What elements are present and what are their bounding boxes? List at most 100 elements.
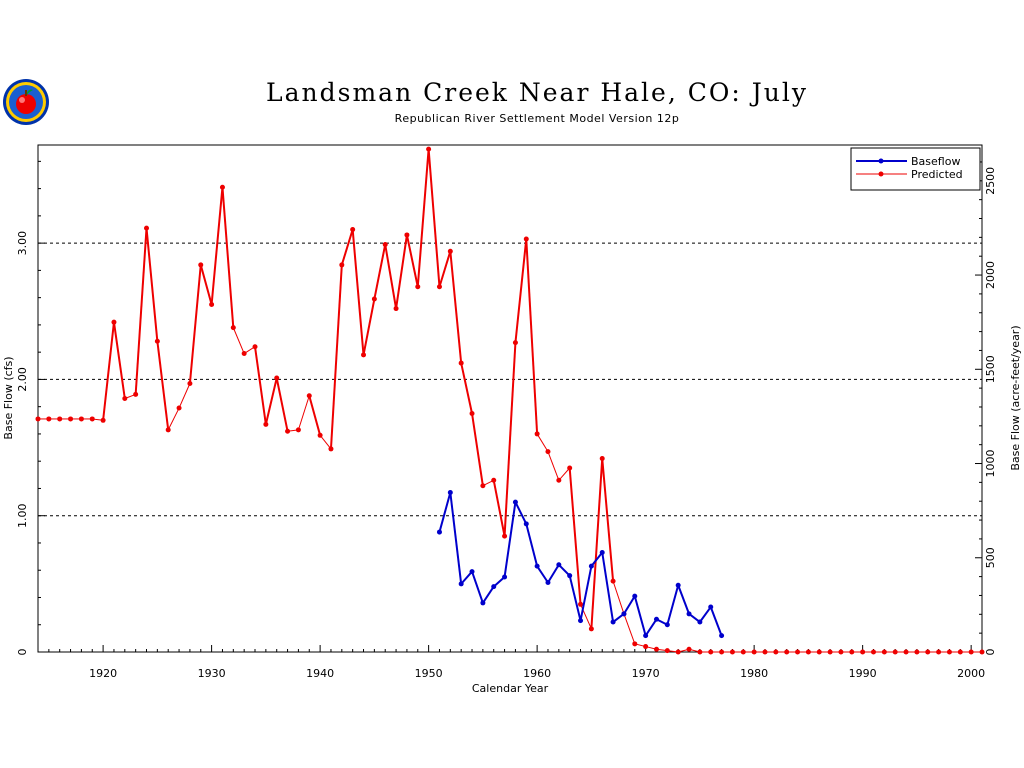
chart-subtitle: Republican River Settlement Model Versio… [394, 112, 680, 125]
legend-predicted-marker [878, 171, 884, 177]
data-point [805, 649, 811, 655]
series-segment [416, 149, 430, 287]
data-point [686, 611, 692, 617]
data-point [458, 360, 464, 366]
series-segment [590, 551, 604, 567]
series-segment [536, 433, 549, 452]
data-point [404, 232, 410, 238]
data-point [480, 483, 486, 489]
data-point [588, 626, 594, 632]
data-point [393, 306, 399, 312]
data-point [100, 417, 106, 423]
data-point [491, 584, 497, 590]
data-point [643, 633, 649, 639]
y-right-tick-label: 1000 [984, 450, 997, 478]
x-tick-label: 2000 [957, 667, 985, 680]
x-tick-label: 1960 [523, 667, 551, 680]
data-point [545, 579, 551, 585]
data-point [936, 649, 942, 655]
legend-predicted-label: Predicted [911, 168, 963, 181]
series-segment [644, 618, 658, 637]
series-segment [449, 251, 463, 364]
series-segment [232, 327, 245, 354]
data-point [784, 649, 790, 655]
y-axis-right-label: Base Flow (acre-feet/year) [1009, 325, 1022, 470]
data-point [512, 340, 518, 346]
series-segment [525, 238, 539, 434]
data-point [632, 641, 638, 647]
data-point [708, 604, 714, 610]
data-point [361, 352, 367, 358]
data-point [675, 649, 681, 655]
data-point [957, 649, 963, 655]
data-point [653, 646, 659, 652]
data-point [892, 649, 898, 655]
series-segment [482, 586, 495, 604]
series-segment [547, 451, 560, 481]
x-tick-label: 1920 [89, 667, 117, 680]
data-point [860, 649, 866, 655]
data-point [78, 416, 84, 422]
series-segment [188, 264, 202, 384]
series-segment [384, 244, 398, 309]
data-point [729, 649, 735, 655]
series-segment [503, 342, 517, 537]
data-point [252, 344, 258, 350]
series-segment [623, 613, 636, 644]
series-segment [677, 584, 690, 615]
data-point [89, 416, 95, 422]
x-axis-label: Calendar Year [472, 682, 549, 695]
data-point [111, 319, 117, 325]
data-point [436, 284, 442, 290]
data-point [122, 396, 128, 401]
y-left-tick-label: 0 [16, 649, 29, 656]
data-point [675, 582, 681, 588]
data-point [664, 622, 670, 628]
series-segment [319, 434, 332, 450]
data-point [447, 490, 453, 496]
data-point [502, 533, 508, 539]
series-segment [601, 552, 615, 623]
x-axis: 1920 1930 1940 1950 1960 1970 1980 1990 2000 [37, 645, 985, 680]
data-point [523, 236, 529, 242]
data-point [469, 569, 475, 575]
data-point [68, 416, 74, 422]
data-point [697, 619, 703, 625]
data-point [382, 241, 388, 247]
data-point [881, 649, 887, 655]
data-point [241, 351, 247, 357]
data-point [664, 648, 670, 654]
series-segment [297, 395, 310, 430]
data-point [827, 649, 833, 655]
data-point [436, 529, 442, 535]
data-point [708, 649, 714, 655]
x-tick-label: 1980 [740, 667, 768, 680]
data-point [144, 225, 150, 231]
data-point [773, 649, 779, 655]
y-axis-left: 0 1.00 2.00 3.00 [16, 160, 45, 656]
series-segment [210, 187, 224, 305]
series-segment [601, 458, 615, 582]
series-segment [362, 298, 376, 356]
data-point [35, 416, 41, 422]
y-right-tick-label: 0 [984, 649, 997, 656]
data-point [263, 421, 269, 427]
series-segment [254, 346, 267, 425]
data-point [632, 593, 638, 599]
y-axis-right: 0 500 1000 1500 2000 2500 [975, 161, 997, 656]
series-segment [134, 228, 148, 395]
series-segment [112, 322, 126, 399]
data-point [285, 428, 291, 434]
plot-frame [37, 144, 983, 653]
series-segment [449, 492, 463, 584]
data-point [588, 563, 594, 569]
data-point [578, 601, 584, 607]
legend-baseflow-marker [878, 158, 884, 164]
series-segment [514, 238, 528, 343]
series-segment [102, 322, 115, 421]
x-tick-label: 1950 [415, 667, 443, 680]
data-point [556, 477, 562, 483]
data-point [491, 477, 497, 483]
series-segment [699, 606, 712, 623]
